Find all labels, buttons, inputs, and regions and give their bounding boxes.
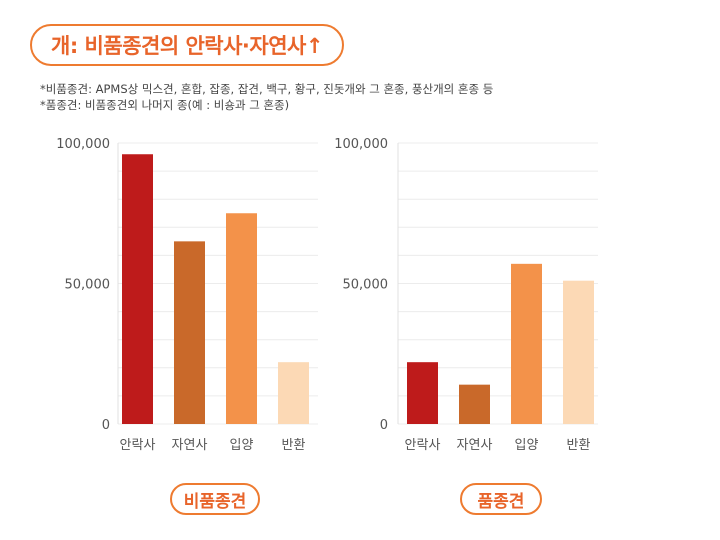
x-tick-label: 입양 xyxy=(515,438,539,453)
y-tick-label: 0 xyxy=(380,418,388,433)
note-non-breed: *비품종견: APMS상 믹스견, 혼합, 잡종, 잡견, 백구, 황구, 진돗… xyxy=(40,82,494,96)
y-tick-label: 100,000 xyxy=(56,137,110,152)
bar-입양 xyxy=(511,263,542,424)
x-tick-label: 반환 xyxy=(282,438,306,453)
bar-자연사 xyxy=(174,241,205,424)
bar-반환 xyxy=(278,362,309,424)
note-breed: *품종견: 비품종견외 나머지 종(예 : 비숑과 그 혼종) xyxy=(40,98,290,112)
bar-반환 xyxy=(563,280,594,424)
x-tick-label: 자연사 xyxy=(172,438,208,453)
page-title: 개: 비품종견의 안락사·자연사↑ xyxy=(30,24,344,66)
x-tick-label: 반환 xyxy=(567,438,591,453)
x-tick-label: 안락사 xyxy=(405,438,441,453)
caption-breed: 품종견 xyxy=(460,483,542,515)
x-tick-label: 안락사 xyxy=(120,438,156,453)
y-tick-label: 50,000 xyxy=(65,278,111,293)
y-tick-label: 0 xyxy=(102,418,110,433)
bar-안락사 xyxy=(122,154,153,425)
caption-non-breed: 비품종견 xyxy=(170,483,260,515)
x-tick-label: 입양 xyxy=(230,438,254,453)
bar-자연사 xyxy=(459,384,490,424)
y-tick-label: 50,000 xyxy=(343,278,389,293)
bar-안락사 xyxy=(407,362,438,424)
notes: *비품종견: APMS상 믹스견, 혼합, 잡종, 잡견, 백구, 황구, 진돗… xyxy=(40,81,493,113)
x-tick-label: 자연사 xyxy=(457,438,493,453)
bar-입양 xyxy=(226,213,257,424)
y-tick-label: 100,000 xyxy=(334,137,388,152)
